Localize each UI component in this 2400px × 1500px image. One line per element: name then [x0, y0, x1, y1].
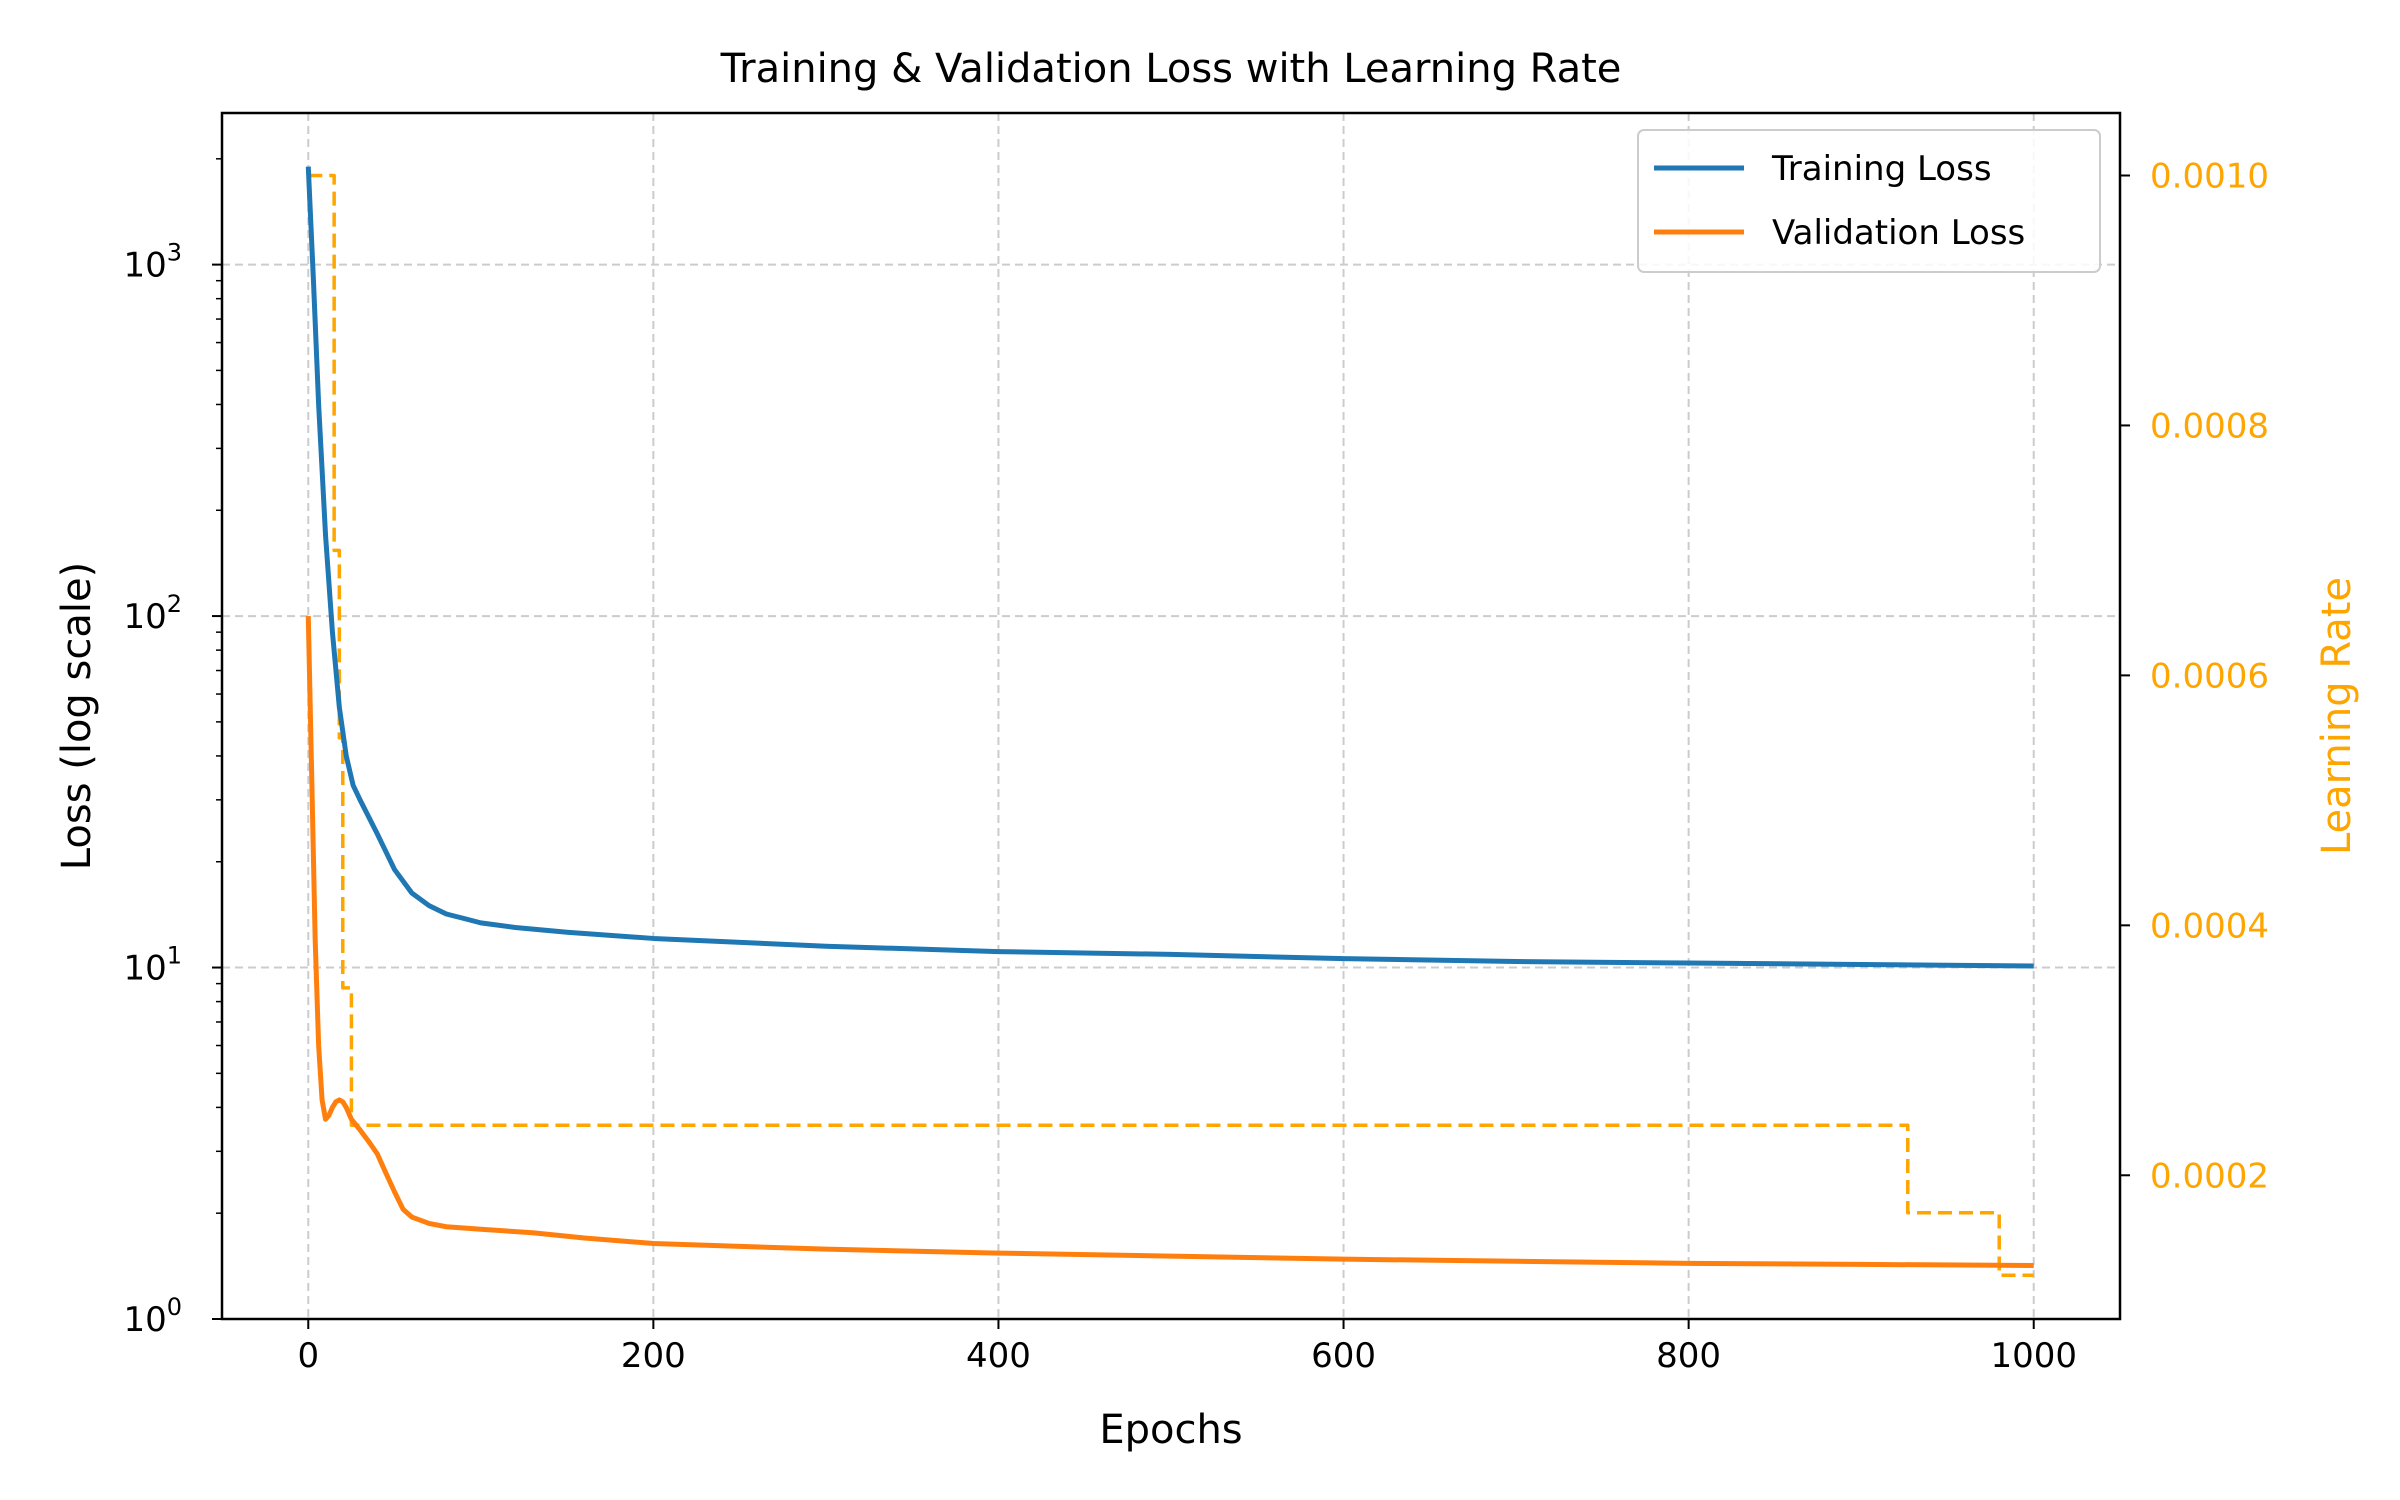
- x-axis-label: Epochs: [1099, 1407, 1242, 1453]
- chart-title: Training & Validation Loss with Learning…: [720, 46, 1622, 92]
- y-tick-label: 103: [123, 239, 182, 286]
- grid-lines: [222, 113, 2120, 1320]
- legend-box: [1637, 129, 2101, 273]
- legend: Training Loss Validation Loss: [1637, 129, 2101, 273]
- y2-tick-label: 0.0006: [2150, 656, 2269, 696]
- x-tick-label: 0: [297, 1336, 319, 1376]
- y2-tick-label: 0.0002: [2150, 1156, 2269, 1196]
- y2-tick-label: 0.0008: [2150, 406, 2269, 446]
- plot-frame: [220, 111, 2122, 1321]
- legend-label-validation: Validation Loss: [1772, 213, 2025, 253]
- x-tick-label: 600: [1311, 1336, 1376, 1376]
- series-lines: [305, 166, 2034, 1278]
- y2-axis-ticks: 0.0002 0.0004 0.0006 0.0008 0.0010: [2120, 156, 2269, 1196]
- y2-axis-label: Learning Rate: [2314, 577, 2360, 855]
- series-line-validation-loss: [305, 616, 2034, 1268]
- y-tick-label: 101: [123, 942, 182, 989]
- y2-tick-label: 0.0010: [2150, 156, 2269, 196]
- series-line-learning-rate: [308, 173, 2034, 1278]
- legend-label-training: Training Loss: [1771, 149, 1992, 189]
- x-tick-label: 200: [621, 1336, 686, 1376]
- x-tick-label: 800: [1656, 1336, 1721, 1376]
- x-axis-ticks: 0 200 400 600 800 1000: [297, 1319, 2077, 1376]
- y2-tick-label: 0.0004: [2150, 906, 2269, 946]
- y-tick-label: 100: [123, 1293, 182, 1340]
- y-tick-label: 102: [123, 590, 182, 637]
- y-axis-label: Loss (log scale): [54, 562, 100, 870]
- x-tick-label: 400: [966, 1336, 1031, 1376]
- x-tick-label: 1000: [1990, 1336, 2077, 1376]
- y-axis-ticks: 100 101 102 103: [123, 158, 222, 1340]
- series-line-training-loss: [305, 166, 2034, 969]
